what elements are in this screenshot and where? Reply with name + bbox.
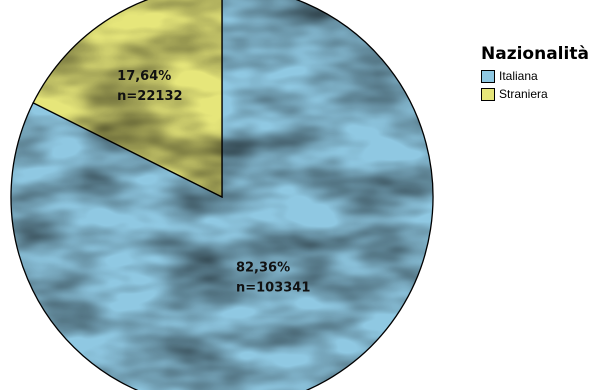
- pie-slice-outline-straniera: [32, 0, 223, 199]
- percent-label-straniera: 17,64%: [117, 69, 171, 84]
- legend-item-italiana: Italiana: [481, 67, 611, 85]
- legend-label-italiana: Italiana: [499, 69, 538, 83]
- legend-label-straniera: Straniera: [499, 87, 548, 101]
- pie-slice-outline-italiana: [10, 0, 434, 390]
- count-label-italiana: n=103341: [236, 281, 310, 296]
- percent-label-italiana: 82,36%: [236, 261, 290, 276]
- legend-title: Nazionalità: [481, 44, 589, 64]
- legend-swatch-straniera: [481, 87, 495, 101]
- legend: Nazionalità Italiana Straniera: [481, 44, 611, 103]
- pie-slice-texture-italiana: [11, 0, 433, 390]
- pie-slices: [10, 0, 434, 390]
- legend-swatch-italiana: [481, 69, 495, 83]
- legend-item-straniera: Straniera: [481, 85, 611, 103]
- pie-labels: 82,36% n=103341 17,64% n=22132: [117, 69, 310, 296]
- pie-slice-texture-straniera: [33, 0, 222, 197]
- count-label-straniera: n=22132: [117, 89, 182, 104]
